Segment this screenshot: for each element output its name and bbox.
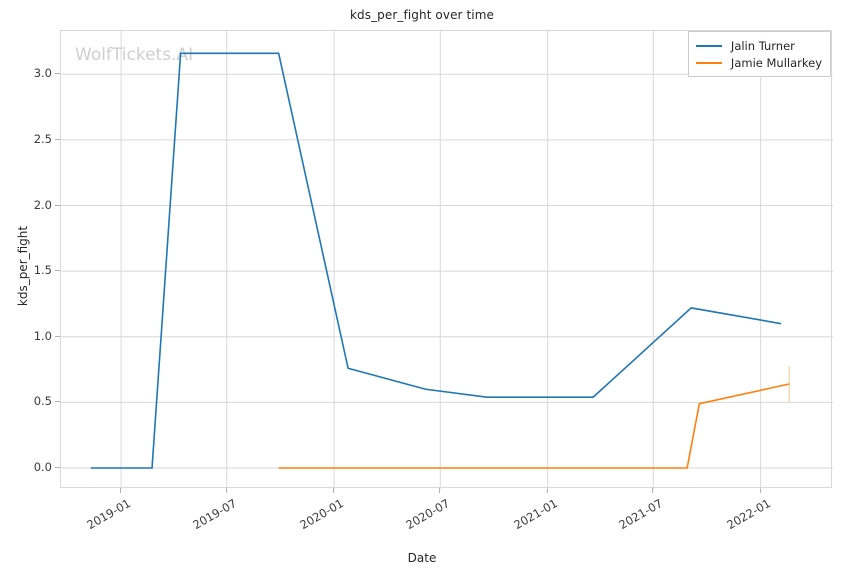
y-tick-mark	[55, 138, 60, 140]
watermark-layer: WolfTickets.AI	[61, 31, 833, 489]
y-tick-mark	[55, 467, 60, 468]
x-tick-mark	[652, 488, 654, 493]
legend-entry[interactable]: Jalin Turner	[695, 37, 822, 54]
y-tick-mark	[55, 270, 60, 272]
x-tick-mark	[439, 488, 441, 493]
series-lines	[90, 52, 790, 469]
plot-area: WolfTickets.AI	[60, 30, 833, 489]
x-tick-mark	[225, 488, 227, 493]
y-tick-mark	[55, 204, 60, 206]
x-axis-label: Date	[407, 551, 437, 565]
watermark-text: WolfTickets.AI	[75, 45, 194, 65]
legend-label: Jalin Turner	[730, 38, 795, 53]
legend-color-swatch	[695, 61, 722, 64]
series-line	[90, 52, 782, 469]
x-tick-mark	[120, 488, 122, 493]
y-tick-label: 1.0	[33, 328, 52, 343]
chart-title: kds_per_fight over time	[349, 8, 495, 22]
x-tick-mark	[759, 488, 761, 493]
y-tick-mark	[55, 335, 60, 337]
y-tick-label: 0.0	[33, 460, 52, 474]
series-line	[278, 383, 790, 469]
x-tick-mark	[333, 488, 335, 493]
chart-legend: Jalin Turner Jamie Mullarkey	[687, 31, 831, 77]
y-tick-label: 0.5	[33, 394, 52, 409]
x-tick-mark	[546, 488, 548, 493]
legend-label: Jamie Mullarkey	[730, 55, 822, 70]
y-tick-label: 2.0	[33, 197, 52, 212]
legend-entry[interactable]: Jamie Mullarkey	[695, 54, 822, 71]
y-axis-tick-labels: 0.0 0.5 1.0 1.5 2.0 2.5 3.0	[0, 0, 52, 575]
y-tick-mark	[55, 401, 60, 403]
legend-color-swatch	[695, 44, 722, 47]
y-tick-label: 1.5	[33, 263, 52, 278]
y-tick-label: 2.5	[33, 131, 52, 146]
y-tick-label: 3.0	[33, 66, 52, 81]
y-tick-mark	[55, 73, 60, 75]
